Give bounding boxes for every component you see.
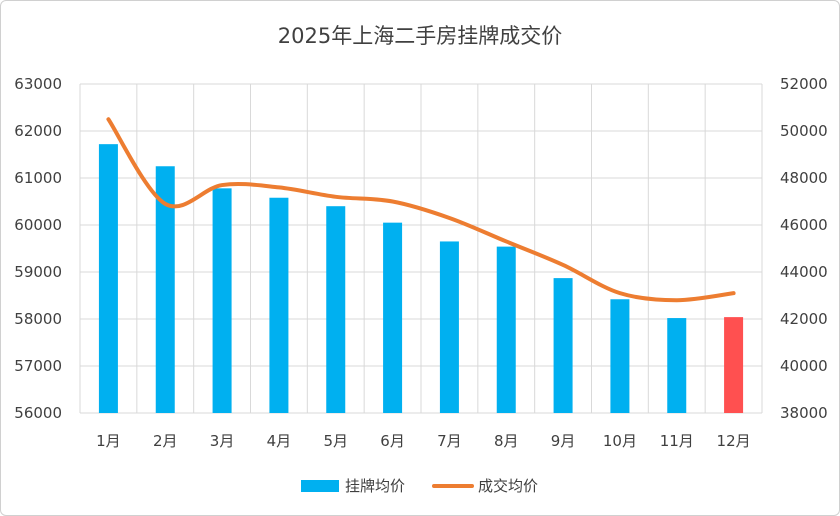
- y-left-tick-label: 58000: [14, 310, 62, 328]
- legend-label-bar: 挂牌均价: [345, 477, 405, 495]
- y-right-tick-label: 50000: [780, 122, 828, 140]
- bar: [667, 318, 687, 413]
- y-right-tick-label: 46000: [780, 216, 828, 234]
- y-left-tick-label: 59000: [14, 263, 62, 281]
- x-tick-label: 12月: [717, 432, 751, 450]
- y-right-tick-label: 48000: [780, 169, 828, 187]
- bar: [212, 188, 232, 413]
- y-left-tick-label: 57000: [14, 357, 62, 375]
- line-series: [106, 117, 736, 303]
- x-tick-label: 5月: [323, 432, 348, 450]
- bar: [98, 144, 118, 413]
- axes: 56000 57000 58000 59000 60000 61000 62000 63000…: [14, 75, 827, 450]
- x-tick-label: 4月: [267, 432, 292, 450]
- y-left-tick-label: 63000: [14, 75, 62, 93]
- bar: [439, 241, 459, 413]
- bar: [269, 197, 289, 413]
- x-tick-label: 2月: [153, 432, 178, 450]
- y-left-tick-label: 62000: [14, 122, 62, 140]
- gridlines: [79, 83, 763, 414]
- bar-series: [98, 144, 744, 413]
- bar: [610, 299, 630, 413]
- x-tick-label: 3月: [210, 432, 235, 450]
- y-right-tick-label: 38000: [780, 404, 828, 422]
- bar: [553, 278, 573, 413]
- legend: 挂牌均价 成交均价: [301, 477, 538, 495]
- bar: [724, 317, 744, 413]
- x-tick-label: 9月: [551, 432, 576, 450]
- chart-title: 2025年上海二手房挂牌成交价: [277, 24, 563, 48]
- y-right-tick-label: 52000: [780, 75, 828, 93]
- legend-swatch-bar: [301, 480, 339, 492]
- x-tick-label: 7月: [437, 432, 462, 450]
- bar: [383, 222, 403, 413]
- y-left-tick-label: 60000: [14, 216, 62, 234]
- bar: [326, 206, 346, 413]
- x-tick-label: 1月: [96, 432, 121, 450]
- x-tick-label: 6月: [380, 432, 405, 450]
- y-right-tick-label: 42000: [780, 310, 828, 328]
- bar: [496, 246, 516, 413]
- x-tick-label: 10月: [603, 432, 637, 450]
- x-tick-label: 8月: [494, 432, 519, 450]
- bar: [155, 166, 175, 413]
- y-left-tick-label: 61000: [14, 169, 62, 187]
- x-tick-label: 11月: [660, 432, 694, 450]
- y-right-tick-label: 44000: [780, 263, 828, 281]
- y-left-tick-label: 56000: [14, 404, 62, 422]
- legend-label-line: 成交均价: [478, 477, 538, 495]
- y-right-tick-label: 40000: [780, 357, 828, 375]
